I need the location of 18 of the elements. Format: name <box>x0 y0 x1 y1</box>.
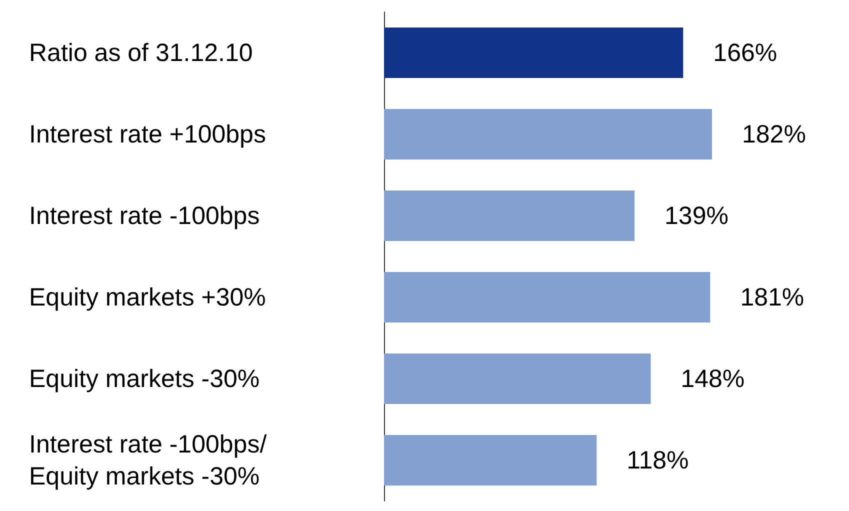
bar <box>384 353 651 404</box>
data-label: 118% <box>626 446 689 474</box>
bar <box>384 434 597 486</box>
data-label: 182% <box>742 120 806 148</box>
y-tick-label: Equity markets -30% <box>29 364 260 393</box>
y-tick-label: Ratio as of 31.12.10 <box>29 38 253 67</box>
y-tick-label: Equity markets +30% <box>29 283 266 312</box>
data-label: 148% <box>680 364 745 393</box>
data-label: 139% <box>664 202 728 230</box>
data-label: 181% <box>740 283 804 312</box>
y-tick-label: Interest rate +100bps <box>29 120 266 148</box>
y-tick-label: Interest rate -100bps/ Equity markets -30% <box>29 430 267 490</box>
bar <box>384 27 684 78</box>
bar <box>384 190 635 242</box>
y-tick-label: Interest rate -100bps <box>29 202 260 230</box>
data-label: 166% <box>713 38 778 67</box>
bar <box>384 272 710 323</box>
bar <box>384 108 712 160</box>
